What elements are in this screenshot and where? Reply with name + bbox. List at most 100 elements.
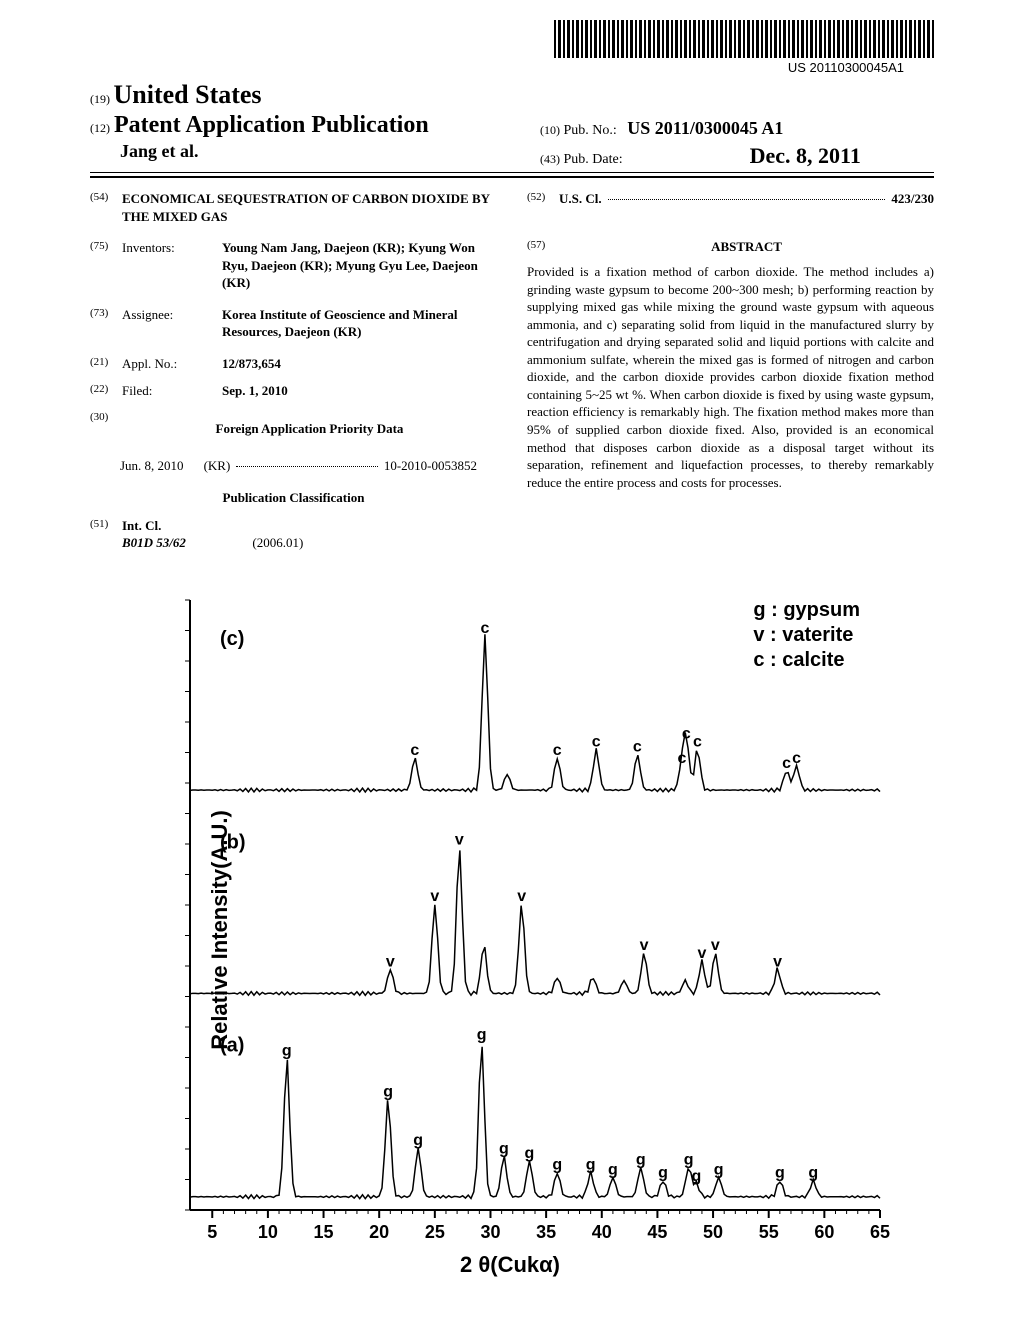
- svg-text:(c): (c): [220, 628, 244, 650]
- inventors-num: (75): [90, 239, 122, 292]
- pubno-label: Pub. No.:: [564, 123, 617, 138]
- country-name: United States: [114, 80, 262, 109]
- priority-heading: Foreign Application Priority Data: [122, 420, 497, 438]
- uscl-value: 423/230: [891, 190, 934, 208]
- assignee-value: Korea Institute of Geoscience and Minera…: [222, 306, 497, 341]
- header-right: (10) Pub. No.: US 2011/0300045 A1 (43) P…: [540, 118, 861, 169]
- left-column: (54) ECONOMICAL SEQUESTRATION OF CARBON …: [90, 190, 497, 562]
- uscl-num: (52): [527, 190, 559, 208]
- svg-text:g: g: [714, 1161, 724, 1178]
- svg-text:25: 25: [425, 1222, 445, 1242]
- applno-label: Appl. No.:: [122, 355, 222, 373]
- svg-text:g: g: [383, 1083, 393, 1100]
- svg-text:g: g: [636, 1152, 646, 1169]
- chart-legend: g : gypsumv : vateritec : calcite: [753, 598, 860, 673]
- dotleader2: [608, 190, 886, 200]
- assignee-label: Assignee:: [122, 306, 222, 341]
- svg-text:g: g: [658, 1165, 668, 1182]
- intcl-label: Int. Cl.: [122, 518, 161, 533]
- chart-svg: 5101520253035404550556065(a)gggggggggggg…: [120, 590, 900, 1270]
- svg-text:c: c: [693, 734, 702, 751]
- applno-num: (21): [90, 355, 122, 373]
- chart-xlabel: 2 θ(Cukα): [460, 1252, 560, 1278]
- pub-type: Patent Application Publication: [114, 112, 429, 138]
- pubdate: Dec. 8, 2011: [750, 143, 861, 168]
- pubdate-num: (43): [540, 152, 560, 166]
- inventors-value: Young Nam Jang, Daejeon (KR); Kyung Won …: [222, 239, 497, 292]
- pubno-num: (10): [540, 123, 560, 137]
- svg-text:v: v: [430, 888, 439, 905]
- svg-text:c: c: [592, 734, 601, 751]
- abstract-num: (57): [527, 238, 559, 264]
- divider-thin: [90, 172, 934, 173]
- pubclass-heading: Publication Classification: [90, 489, 497, 507]
- uscl-label: U.S. Cl.: [559, 190, 602, 208]
- svg-text:15: 15: [314, 1222, 334, 1242]
- svg-text:20: 20: [369, 1222, 389, 1242]
- bibliographic-section: (54) ECONOMICAL SEQUESTRATION OF CARBON …: [90, 190, 934, 562]
- svg-text:c: c: [782, 755, 791, 772]
- svg-text:v: v: [455, 831, 464, 848]
- filed-value: Sep. 1, 2010: [222, 382, 497, 400]
- intcl-code: B01D 53/62: [122, 535, 186, 550]
- svg-text:5: 5: [207, 1222, 217, 1242]
- chart-ylabel: Relative Intensity(A.U.): [207, 810, 233, 1050]
- barcode-text: US 20110300045A1: [554, 60, 934, 75]
- applno-value: 12/873,654: [222, 355, 497, 373]
- svg-text:g: g: [684, 1152, 694, 1169]
- svg-text:40: 40: [592, 1222, 612, 1242]
- priority-appno: 10-2010-0053852: [384, 457, 477, 475]
- pubno: US 2011/0300045 A1: [627, 118, 783, 138]
- svg-text:60: 60: [814, 1222, 834, 1242]
- svg-text:g: g: [477, 1026, 487, 1043]
- intcl-num: (51): [90, 517, 122, 552]
- filed-num: (22): [90, 382, 122, 400]
- svg-text:c: c: [633, 739, 642, 756]
- svg-text:65: 65: [870, 1222, 890, 1242]
- xrd-chart: Relative Intensity(A.U.) 5 10 15 20 25 30 35 40…: [120, 590, 900, 1270]
- title-num: (54): [90, 190, 122, 225]
- svg-text:v: v: [386, 953, 395, 970]
- svg-text:g: g: [499, 1140, 509, 1157]
- svg-text:v: v: [711, 937, 720, 954]
- svg-text:55: 55: [759, 1222, 779, 1242]
- svg-text:10: 10: [258, 1222, 278, 1242]
- abstract-heading: ABSTRACT: [559, 238, 934, 256]
- intcl-date: (2006.01): [252, 535, 303, 550]
- svg-text:g: g: [586, 1157, 596, 1174]
- priority-num: (30): [90, 410, 122, 448]
- priority-country: (KR): [204, 457, 231, 475]
- svg-text:v: v: [517, 888, 526, 905]
- divider-thick: [90, 176, 934, 178]
- svg-text:g: g: [525, 1145, 535, 1162]
- priority-date: Jun. 8, 2010: [120, 457, 184, 475]
- svg-text:c: c: [682, 726, 691, 743]
- svg-text:45: 45: [647, 1222, 667, 1242]
- dotleader: [236, 457, 378, 467]
- svg-text:g: g: [413, 1132, 423, 1149]
- svg-text:35: 35: [536, 1222, 556, 1242]
- inventors-label: Inventors:: [122, 239, 222, 292]
- svg-text:v: v: [773, 953, 782, 970]
- svg-text:g: g: [608, 1161, 618, 1178]
- pubdate-label: Pub. Date:: [564, 152, 623, 167]
- barcode: [554, 20, 934, 58]
- priority-row: Jun. 8, 2010 (KR) 10-2010-0053852: [90, 457, 497, 475]
- invention-title: ECONOMICAL SEQUESTRATION OF CARBON DIOXI…: [122, 190, 497, 225]
- svg-text:g: g: [282, 1043, 292, 1060]
- pub-type-num: (12): [90, 121, 110, 135]
- svg-text:g: g: [691, 1168, 701, 1185]
- svg-text:30: 30: [480, 1222, 500, 1242]
- svg-text:c: c: [677, 750, 686, 767]
- filed-label: Filed:: [122, 382, 222, 400]
- svg-text:c: c: [480, 620, 489, 637]
- barcode-region: US 20110300045A1: [554, 20, 934, 75]
- svg-text:c: c: [792, 750, 801, 767]
- svg-text:v: v: [640, 937, 649, 954]
- right-column: (52) U.S. Cl. 423/230 (57) ABSTRACT Prov…: [527, 190, 934, 562]
- svg-text:g: g: [775, 1165, 785, 1182]
- svg-text:c: c: [410, 742, 419, 759]
- svg-text:v: v: [697, 945, 706, 962]
- country-num: (19): [90, 92, 110, 106]
- svg-text:c: c: [553, 742, 562, 759]
